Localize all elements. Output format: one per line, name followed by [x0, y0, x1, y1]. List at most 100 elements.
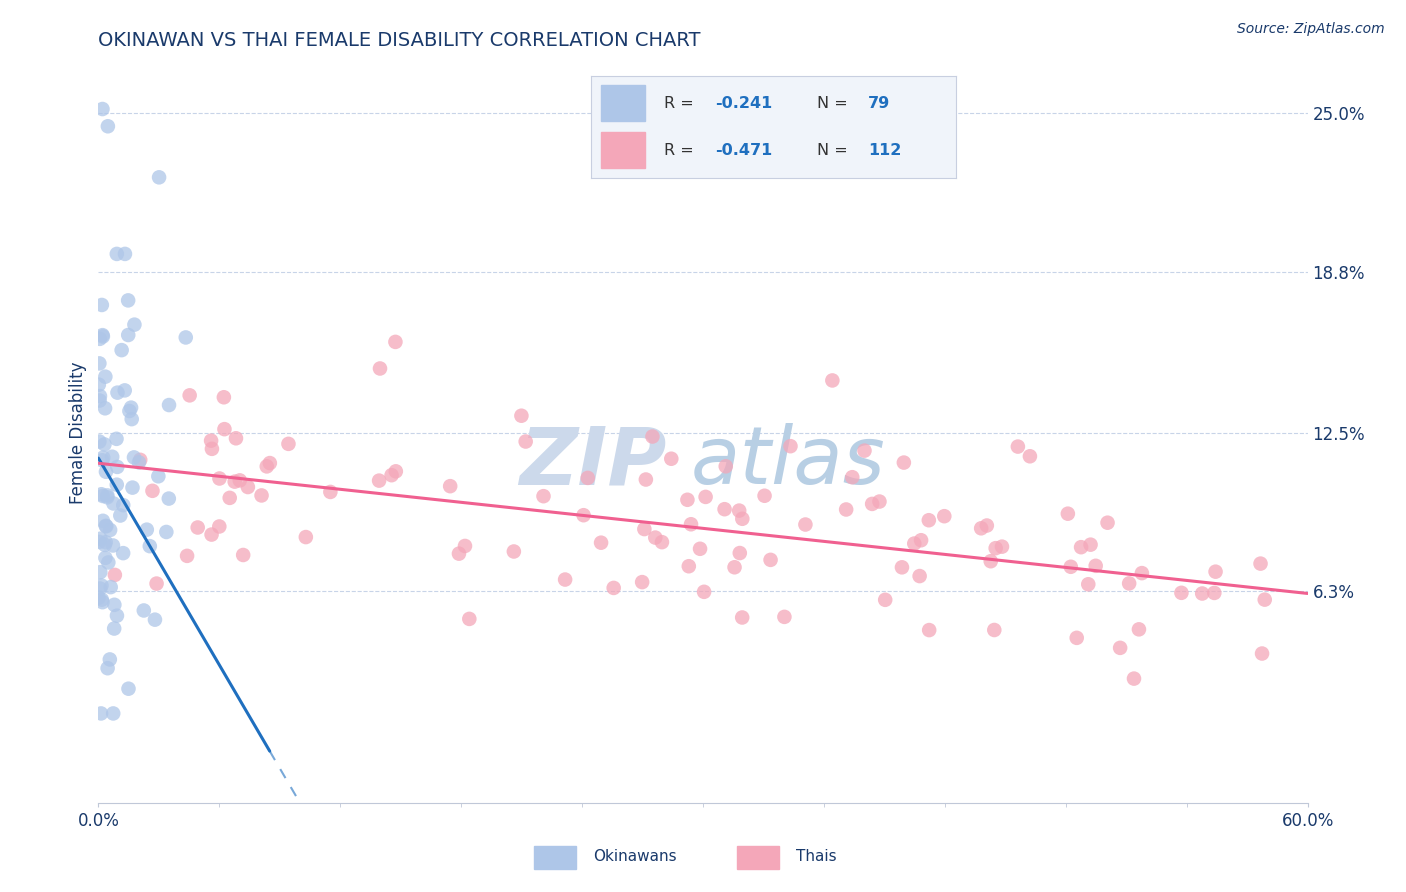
Point [91, 453, 114, 467]
Point [103, 598, 125, 612]
Point [1097, 516, 1119, 530]
Point [187, 520, 209, 534]
Point [980, 554, 1002, 568]
Text: Thais: Thais [796, 849, 837, 863]
Point [250, 488, 273, 502]
Point [208, 471, 231, 485]
Point [89, 393, 111, 408]
Point [860, 497, 883, 511]
Point [678, 559, 700, 574]
Point [1250, 557, 1272, 571]
Point [101, 450, 124, 464]
Point [94, 401, 117, 416]
Point [232, 548, 254, 562]
Point [112, 546, 135, 560]
Point [148, 469, 170, 483]
Point [124, 318, 146, 332]
Point [121, 481, 143, 495]
Point [651, 535, 673, 549]
Point [179, 388, 201, 402]
Point [148, 170, 170, 185]
Point [107, 385, 129, 400]
Point [679, 517, 702, 532]
Point [319, 484, 342, 499]
Point [1123, 672, 1146, 686]
Point [96, 488, 118, 502]
Point [117, 328, 139, 343]
FancyBboxPatch shape [737, 846, 779, 869]
Point [132, 603, 155, 617]
Point [103, 622, 125, 636]
Point [1205, 565, 1227, 579]
Point [1118, 576, 1140, 591]
Point [1066, 631, 1088, 645]
Point [633, 522, 655, 536]
Point [368, 474, 391, 488]
Point [120, 401, 142, 415]
Point [256, 459, 278, 474]
Point [98, 652, 121, 666]
Point [295, 530, 318, 544]
Point [89, 532, 111, 546]
Point [723, 560, 745, 574]
Text: Source: ZipAtlas.com: Source: ZipAtlas.com [1237, 22, 1385, 37]
Point [89, 534, 111, 549]
Point [1170, 586, 1192, 600]
Point [908, 569, 931, 583]
Point [1084, 558, 1107, 573]
Point [112, 498, 135, 512]
Point [91, 595, 114, 609]
Point [731, 610, 754, 624]
Point [572, 508, 595, 523]
Point [984, 541, 1007, 556]
Point [103, 706, 125, 721]
Text: N =: N = [817, 95, 853, 111]
FancyBboxPatch shape [602, 85, 645, 121]
Point [934, 509, 956, 524]
Text: -0.471: -0.471 [714, 143, 772, 158]
Point [110, 508, 132, 523]
Point [96, 519, 118, 533]
Point [970, 521, 993, 535]
Point [728, 546, 751, 560]
Point [121, 412, 143, 426]
Point [89, 356, 111, 370]
Point [117, 293, 139, 308]
Point [676, 492, 699, 507]
Point [224, 475, 246, 489]
Point [841, 470, 863, 484]
Point [1204, 586, 1226, 600]
Point [259, 456, 281, 470]
Point [576, 471, 599, 485]
Point [176, 549, 198, 563]
Point [212, 390, 235, 404]
Point [90, 578, 112, 592]
Text: Okinawans: Okinawans [593, 849, 676, 863]
Point [713, 502, 735, 516]
Point [89, 565, 111, 579]
Point [1056, 507, 1078, 521]
Point [105, 459, 128, 474]
Point [98, 523, 121, 537]
Point [218, 491, 240, 505]
Point [91, 102, 114, 116]
Point [695, 490, 717, 504]
Point [91, 329, 114, 343]
Point [105, 608, 128, 623]
Point [135, 523, 157, 537]
Point [1251, 647, 1274, 661]
Point [90, 592, 112, 607]
Point [155, 524, 177, 539]
Point [689, 541, 711, 556]
Point [105, 247, 128, 261]
Point [754, 489, 776, 503]
Point [910, 533, 932, 548]
Point [381, 468, 404, 483]
Point [89, 434, 111, 449]
Point [991, 540, 1014, 554]
Point [1070, 540, 1092, 554]
Point [94, 535, 117, 549]
Point [1080, 538, 1102, 552]
Point [693, 584, 716, 599]
Text: ZIP: ZIP [519, 423, 666, 501]
